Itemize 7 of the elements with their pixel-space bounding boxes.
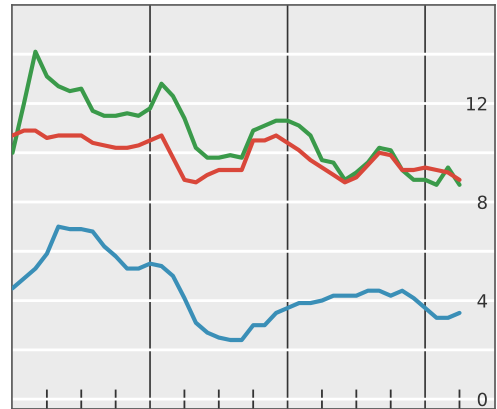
- y-tick-label: 8: [478, 195, 487, 210]
- line-series: [12, 50, 462, 187]
- y-tick-label: 4: [477, 294, 488, 308]
- line-series: [12, 224, 462, 342]
- line-series: [12, 128, 462, 184]
- y-tick-label: 0: [478, 392, 487, 406]
- y-tick-label: 12: [467, 96, 486, 110]
